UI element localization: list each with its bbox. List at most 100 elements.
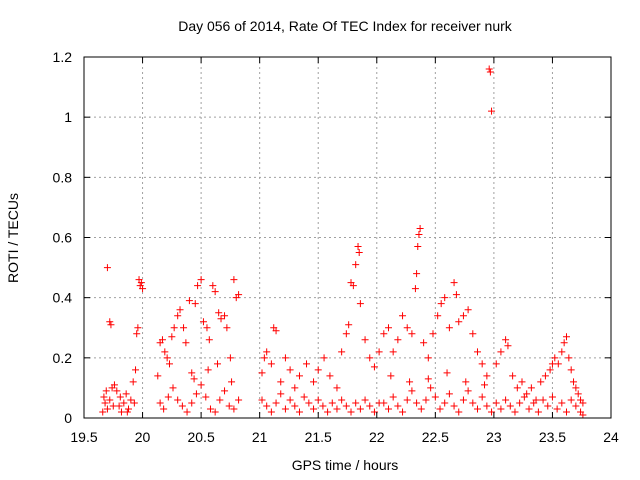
plot-area-frame	[83, 56, 612, 419]
data-point	[411, 285, 419, 293]
data-point	[579, 411, 587, 419]
data-point	[230, 276, 238, 284]
x-axis-title: GPS time / hours	[292, 457, 399, 473]
data-point	[562, 333, 570, 341]
data-point	[303, 360, 311, 368]
data-point	[567, 396, 575, 404]
data-point	[139, 285, 147, 293]
data-point	[202, 393, 210, 401]
data-point	[469, 399, 477, 407]
data-point	[133, 330, 141, 338]
y-tick-label: 0.6	[53, 230, 73, 246]
y-tick-label: 0	[64, 410, 72, 426]
data-point	[116, 393, 124, 401]
data-point	[103, 264, 111, 272]
data-point	[464, 306, 472, 314]
data-point	[375, 348, 383, 356]
data-point	[170, 324, 178, 332]
data-point	[516, 399, 524, 407]
data-point	[206, 405, 214, 413]
data-point	[158, 336, 166, 344]
data-point	[483, 402, 491, 410]
data-point	[459, 312, 467, 320]
data-point	[120, 399, 128, 407]
data-point	[384, 405, 392, 413]
data-point	[310, 378, 318, 386]
data-point	[342, 330, 350, 338]
x-tick-label: 24	[603, 429, 619, 445]
data-point	[394, 402, 402, 410]
y-tick-label: 0.4	[53, 290, 73, 306]
data-point	[203, 324, 211, 332]
data-point	[333, 384, 341, 392]
data-point	[427, 384, 435, 392]
data-point	[182, 339, 190, 347]
data-point	[226, 354, 234, 362]
data-point	[221, 312, 229, 320]
data-points	[99, 65, 587, 419]
data-point	[546, 366, 554, 374]
data-point	[527, 384, 535, 392]
data-point	[366, 402, 374, 410]
data-point	[502, 336, 510, 344]
data-point	[197, 381, 205, 389]
data-point	[370, 363, 378, 371]
data-point	[127, 396, 135, 404]
data-point	[324, 408, 332, 416]
data-point	[420, 339, 428, 347]
x-tick-label: 23	[486, 429, 502, 445]
data-point	[180, 324, 188, 332]
data-point	[414, 243, 422, 251]
data-point	[286, 366, 294, 374]
data-point	[263, 402, 271, 410]
data-point	[101, 399, 109, 407]
data-point	[258, 396, 266, 404]
data-point	[188, 399, 196, 407]
data-point	[129, 378, 137, 386]
data-point	[352, 399, 360, 407]
data-point	[291, 402, 299, 410]
data-point	[509, 372, 517, 380]
data-point	[165, 360, 173, 368]
data-point	[228, 378, 236, 386]
data-point	[417, 405, 425, 413]
data-point	[137, 279, 145, 287]
data-point	[513, 384, 521, 392]
data-point	[380, 330, 388, 338]
data-point	[310, 405, 318, 413]
data-point	[437, 300, 445, 308]
data-point	[399, 408, 407, 416]
data-point	[355, 249, 363, 257]
data-point	[225, 402, 233, 410]
data-point	[464, 387, 472, 395]
data-point	[333, 405, 341, 413]
data-point	[277, 390, 285, 398]
data-point	[478, 360, 486, 368]
data-point	[429, 330, 437, 338]
x-tick-label: 21	[252, 429, 268, 445]
data-point	[431, 393, 439, 401]
data-point	[520, 393, 528, 401]
data-point	[99, 408, 107, 416]
data-point	[504, 342, 512, 350]
data-point	[107, 321, 115, 329]
data-point	[163, 354, 171, 362]
data-point	[570, 378, 578, 386]
data-point	[416, 224, 424, 232]
data-point	[174, 312, 182, 320]
data-point	[326, 372, 334, 380]
data-point	[572, 402, 580, 410]
data-point	[134, 324, 142, 332]
data-point	[483, 372, 491, 380]
data-point	[525, 405, 533, 413]
data-point	[406, 378, 414, 386]
data-point	[281, 354, 289, 362]
data-point	[511, 408, 519, 416]
data-point	[518, 378, 526, 386]
data-point	[366, 354, 374, 362]
data-point	[445, 324, 453, 332]
data-point	[113, 387, 121, 395]
x-tick-labels: 19.5 20 20.5 21 21.5 22 22.5 23 23.5 24	[70, 429, 619, 445]
data-point	[384, 324, 392, 332]
